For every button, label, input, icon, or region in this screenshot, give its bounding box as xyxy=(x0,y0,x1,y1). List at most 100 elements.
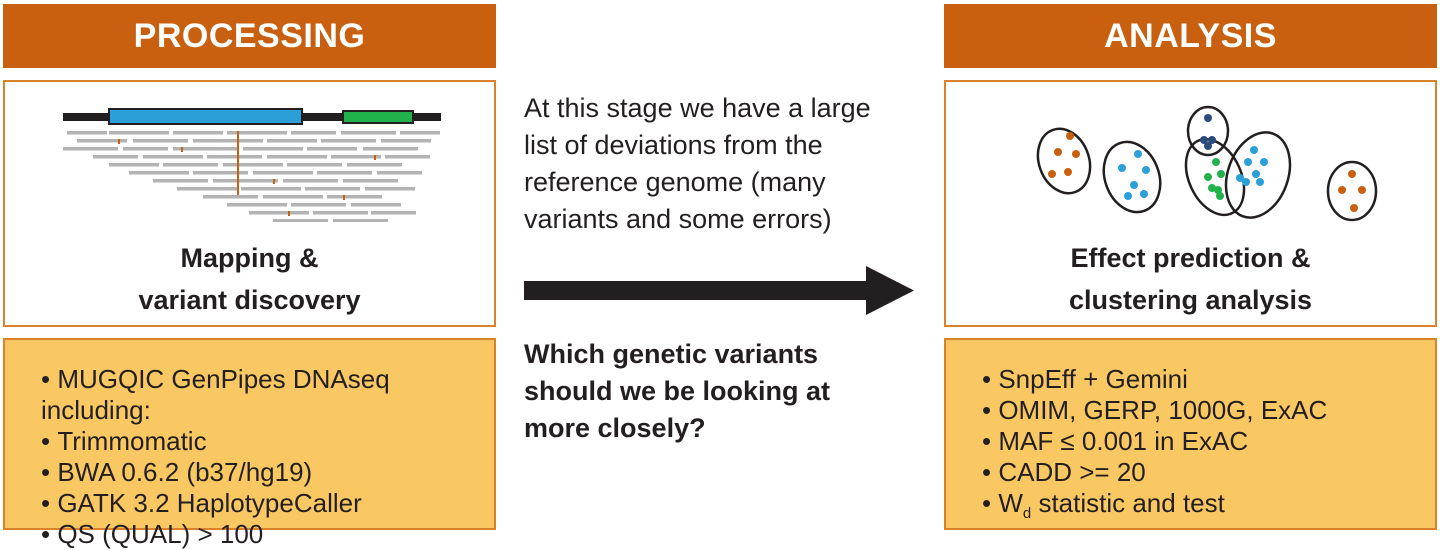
read-segment xyxy=(321,139,376,143)
read-segment xyxy=(67,131,107,135)
read-segment xyxy=(341,131,396,135)
cluster-point xyxy=(1252,170,1260,178)
cluster-point xyxy=(1242,178,1250,186)
cluster-points xyxy=(1048,114,1366,212)
cluster-ellipse xyxy=(1184,137,1246,217)
cluster-ellipse xyxy=(1186,105,1230,157)
variant-mark xyxy=(343,195,345,200)
variant-mark xyxy=(374,155,376,160)
read-segment xyxy=(77,139,127,143)
read-segment xyxy=(363,147,418,151)
analysis-tools-box: SnpEff + Gemini OMIM, GERP, 1000G, ExAC … xyxy=(944,338,1437,530)
cluster-point xyxy=(1208,136,1216,144)
read-segment xyxy=(207,155,262,159)
cluster-point xyxy=(1348,170,1356,178)
processing-tools-list: MUGQIC GenPipes DNAseq including: Trimmo… xyxy=(41,364,494,550)
cluster-point xyxy=(1124,192,1132,200)
cluster-point xyxy=(1338,186,1346,194)
read-segment xyxy=(243,147,303,151)
cluster-point xyxy=(1066,132,1074,140)
read-segment xyxy=(241,187,301,191)
variant-mark xyxy=(181,147,183,152)
cluster-point xyxy=(1260,158,1268,166)
read-segment xyxy=(327,195,382,199)
read-segment xyxy=(213,179,278,183)
read-segment xyxy=(267,155,327,159)
exon-green xyxy=(342,110,414,124)
read-segment xyxy=(123,147,168,151)
sequencing-reads xyxy=(63,131,440,222)
processing-tool-item: Trimmomatic xyxy=(41,426,494,457)
read-segment xyxy=(223,163,283,167)
cluster-point xyxy=(1200,136,1208,144)
cluster-point xyxy=(1204,173,1212,181)
cluster-point xyxy=(1350,204,1358,212)
wd-rest: statistic and test xyxy=(1031,488,1225,518)
analysis-tool-item: MAF ≤ 0.001 in ExAC xyxy=(982,426,1327,457)
read-segment xyxy=(347,163,402,167)
read-segment xyxy=(163,163,218,167)
read-segment xyxy=(249,211,309,215)
cluster-point xyxy=(1256,178,1264,186)
cluster-point xyxy=(1130,181,1138,189)
question-line: Which genetic variants xyxy=(524,339,819,369)
read-segment xyxy=(153,179,208,183)
read-segment xyxy=(317,171,372,175)
processing-tool-item: QS (QUAL) > 100 xyxy=(41,519,494,550)
read-segment xyxy=(351,203,401,207)
read-segment xyxy=(193,171,248,175)
cluster-point xyxy=(1140,190,1148,198)
read-segment xyxy=(385,155,430,159)
read-segment xyxy=(109,131,169,135)
question-line: more closely? xyxy=(524,413,706,443)
analysis-caption: Effect prediction & clustering analysis xyxy=(946,237,1435,321)
read-segment xyxy=(291,203,346,207)
read-segment xyxy=(365,187,415,191)
cluster-ellipse xyxy=(1224,131,1292,219)
question-line: should we be looking at xyxy=(524,376,831,406)
analysis-tool-item: CADD >= 20 xyxy=(982,457,1327,488)
analysis-tool-item: Wd statistic and test xyxy=(982,488,1327,529)
read-segment xyxy=(333,219,388,222)
cluster-point xyxy=(1072,150,1080,158)
read-segment xyxy=(173,131,223,135)
processing-tool-item: MUGQIC GenPipes DNAseq including: xyxy=(41,364,494,426)
read-segment xyxy=(227,131,287,135)
read-segment xyxy=(143,155,203,159)
read-segment xyxy=(227,203,287,207)
read-segment xyxy=(287,163,342,167)
read-segment xyxy=(400,131,440,135)
processing-caption-line2: variant discovery xyxy=(138,285,361,315)
cluster-point xyxy=(1204,142,1212,150)
read-segment xyxy=(291,131,336,135)
cluster-point xyxy=(1054,148,1062,156)
cluster-point xyxy=(1358,186,1366,194)
cluster-point xyxy=(1118,164,1126,172)
wd-main: W xyxy=(998,488,1023,518)
read-segment xyxy=(305,187,360,191)
read-segment xyxy=(307,147,357,151)
description-line: list of deviations from the xyxy=(524,130,823,160)
variant-mark xyxy=(118,139,120,144)
cluster-point xyxy=(1244,158,1252,166)
analysis-header-text: ANALYSIS xyxy=(1104,16,1277,55)
cluster-ellipse xyxy=(1102,140,1162,214)
cluster-point xyxy=(1048,170,1056,178)
processing-header: PROCESSING xyxy=(3,4,496,68)
processing-caption: Mapping & variant discovery xyxy=(5,237,494,321)
cluster-point xyxy=(1250,146,1258,154)
read-segment xyxy=(173,147,238,151)
processing-graphic-box: Mapping & variant discovery xyxy=(3,80,496,327)
read-segment xyxy=(63,147,118,151)
processing-caption-line1: Mapping & xyxy=(180,243,319,273)
read-segment xyxy=(177,187,237,191)
cluster-point xyxy=(1204,114,1212,122)
right-arrow-icon xyxy=(524,266,914,315)
variant-mark xyxy=(237,131,239,195)
wd-subscript: d xyxy=(1022,505,1032,523)
analysis-tool-item: SnpEff + Gemini xyxy=(982,364,1327,395)
read-segment xyxy=(313,211,368,215)
analysis-tools-list: SnpEff + Gemini OMIM, GERP, 1000G, ExAC … xyxy=(982,364,1327,529)
read-segment xyxy=(381,139,431,143)
read-alignment-graphic xyxy=(63,108,441,222)
